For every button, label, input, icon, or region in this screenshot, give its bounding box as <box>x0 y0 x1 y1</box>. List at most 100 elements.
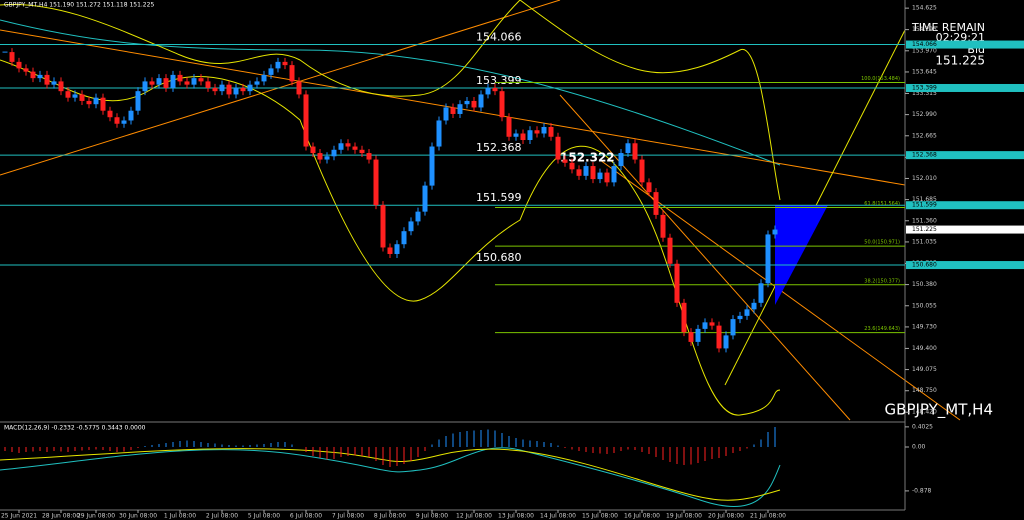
candle <box>219 84 225 92</box>
candle <box>478 94 484 108</box>
level-price-box <box>906 151 1024 160</box>
candle <box>240 87 246 92</box>
candle <box>611 166 617 183</box>
candle <box>100 97 106 111</box>
candle <box>79 94 85 101</box>
candle <box>492 87 498 92</box>
candle <box>625 143 631 154</box>
level-price-label: 154.066 <box>912 41 937 48</box>
candle <box>450 107 456 114</box>
y-tick-label: 148.750 <box>912 387 937 394</box>
candle <box>422 185 428 212</box>
candle <box>604 172 610 183</box>
candle <box>583 166 589 176</box>
candle <box>548 126 554 137</box>
x-tick-label: 1 Jul 08:00 <box>164 513 196 520</box>
y-tick-label: 150.380 <box>912 281 937 288</box>
x-tick-label: 16 Jul 08:00 <box>624 513 660 520</box>
candle <box>758 283 764 303</box>
level-price-label: 151.599 <box>912 202 937 209</box>
candle <box>751 302 757 310</box>
candle <box>72 94 78 98</box>
y-tick-label: 153.645 <box>912 68 937 75</box>
candle <box>373 159 379 206</box>
x-tick-label: 19 Jul 08:00 <box>666 513 702 520</box>
candle <box>716 325 722 349</box>
y-tick-label: 149.730 <box>912 323 937 330</box>
candle <box>198 78 204 82</box>
candle <box>590 166 596 180</box>
candle <box>744 309 750 316</box>
candle <box>667 237 673 264</box>
candle <box>632 143 638 160</box>
candle <box>156 78 162 85</box>
candle <box>688 332 694 342</box>
time-remain-title: TIME REMAIN <box>911 21 985 34</box>
candle <box>737 315 743 320</box>
candle <box>37 74 43 79</box>
candle <box>485 87 491 95</box>
header: GBPJPY_MT,H4 151.190 151.272 151.118 151… <box>4 2 154 9</box>
candle <box>527 130 533 141</box>
fib-label: 23.6(149.643) <box>864 326 900 332</box>
candle <box>506 117 512 137</box>
candle <box>618 153 624 167</box>
x-tick-label: 30 Jun 08:00 <box>119 513 157 520</box>
x-tick-label: 20 Jul 08:00 <box>708 513 744 520</box>
candle <box>534 130 540 134</box>
candle <box>16 61 22 69</box>
candle <box>93 97 99 105</box>
y-tick-label: 0.00 <box>912 444 926 451</box>
candle <box>681 302 687 333</box>
candle <box>23 68 29 72</box>
candle <box>730 319 736 336</box>
candle <box>275 61 281 69</box>
x-tick-label: 13 Jul 08:00 <box>498 513 534 520</box>
candle <box>520 133 526 141</box>
candle <box>443 107 449 121</box>
x-tick-label: 25 Jun 2021 <box>1 513 37 520</box>
candle <box>289 65 295 82</box>
candle <box>58 81 64 92</box>
candle <box>772 229 778 235</box>
level-price-label: 153.399 <box>912 84 937 91</box>
candle <box>226 84 232 95</box>
candle <box>233 87 239 95</box>
candle <box>541 126 547 134</box>
candle <box>765 234 771 284</box>
x-tick-label: 29 Jun 08:00 <box>77 513 115 520</box>
x-tick-label: 28 Jun 08:00 <box>42 513 80 520</box>
level-price-box <box>906 83 1024 92</box>
candle <box>30 71 36 79</box>
trend-line <box>559 94 851 421</box>
bollinger-upper <box>0 0 521 97</box>
candle <box>212 87 218 92</box>
level-label: 154.066 <box>476 31 522 44</box>
candle <box>569 162 575 170</box>
x-tick-label: 21 Jul 08:00 <box>750 513 786 520</box>
candle <box>576 169 582 176</box>
candle <box>247 84 253 92</box>
y-tick-label: 148.420 <box>912 409 937 416</box>
y-tick-label: 151.685 <box>912 196 937 203</box>
candle <box>205 81 211 88</box>
fib-label: 50.0(150.971) <box>864 240 900 246</box>
candle <box>366 153 372 160</box>
candle <box>499 91 505 118</box>
y-tick-label: -0.878 <box>912 487 932 494</box>
y-tick-label: 152.665 <box>912 132 937 139</box>
candle <box>429 146 435 186</box>
candle <box>331 149 337 157</box>
candle <box>380 205 386 248</box>
candle <box>513 133 519 137</box>
level-label: 152.368 <box>476 141 522 154</box>
bollinger-upper <box>519 0 781 201</box>
candle <box>597 172 603 180</box>
y-tick-label: 150.055 <box>912 302 937 309</box>
candle <box>345 143 351 147</box>
y-tick-label: 0.4025 <box>912 423 933 430</box>
pattern-triangle <box>775 205 828 305</box>
candle <box>674 263 680 303</box>
candle <box>324 156 330 160</box>
candle <box>163 78 169 88</box>
